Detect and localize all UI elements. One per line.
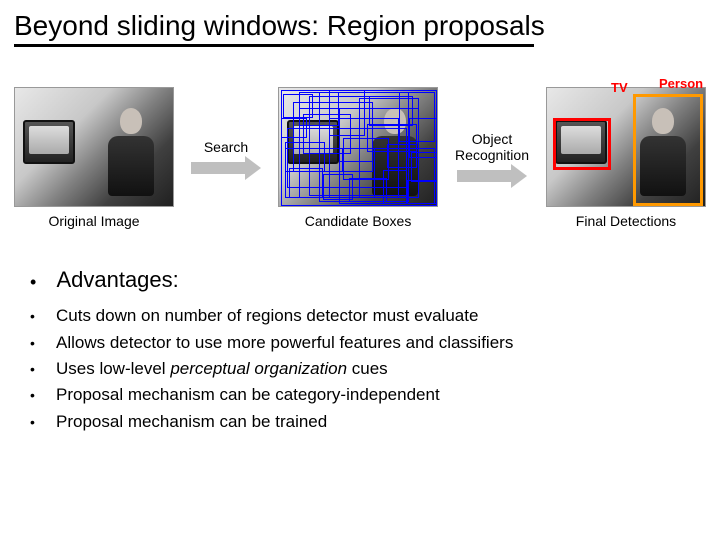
candidate-image: [278, 87, 438, 207]
arrow-recognition: Object Recognition: [455, 131, 529, 185]
panel-detections: TV Person Final Detections: [546, 87, 706, 229]
panel-candidates: Candidate Boxes: [278, 87, 438, 229]
arrow-icon: [457, 167, 527, 185]
advantage-item: Uses low-level perceptual organization c…: [30, 356, 690, 382]
advantages-section: Advantages: Cuts down on number of regio…: [0, 239, 720, 435]
pipeline-row: Original Image Search Candidate Boxes Ob…: [0, 47, 720, 239]
advantages-list: Cuts down on number of regions detector …: [30, 303, 690, 435]
detections-image: TV Person: [546, 87, 706, 207]
candidate-boxes-overlay: [279, 88, 437, 206]
tv-icon: [23, 120, 75, 164]
caption-detections: Final Detections: [576, 213, 676, 229]
person-icon: [103, 108, 159, 200]
advantages-heading-bullet: Advantages: Cuts down on number of regio…: [30, 267, 690, 435]
detection-person-box: [633, 94, 703, 206]
advantage-item: Cuts down on number of regions detector …: [30, 303, 690, 329]
detection-person-label: Person: [659, 76, 703, 91]
advantage-item: Allows detector to use more powerful fea…: [30, 330, 690, 356]
arrow-search-label: Search: [204, 139, 248, 155]
advantages-heading: Advantages:: [56, 267, 178, 292]
arrow-icon: [191, 159, 261, 177]
arrow-search: Search: [191, 139, 261, 177]
advantage-item: Proposal mechanism can be category-indep…: [30, 382, 690, 408]
panel-original: Original Image: [14, 87, 174, 229]
caption-candidates: Candidate Boxes: [305, 213, 412, 229]
arrow-recognition-label: Object Recognition: [455, 131, 529, 163]
detection-tv-label: TV: [611, 80, 628, 95]
caption-original: Original Image: [48, 213, 139, 229]
advantage-item: Proposal mechanism can be trained: [30, 409, 690, 435]
original-image: [14, 87, 174, 207]
slide-title: Beyond sliding windows: Region proposals: [0, 0, 720, 44]
detection-tv-box: [553, 118, 611, 170]
